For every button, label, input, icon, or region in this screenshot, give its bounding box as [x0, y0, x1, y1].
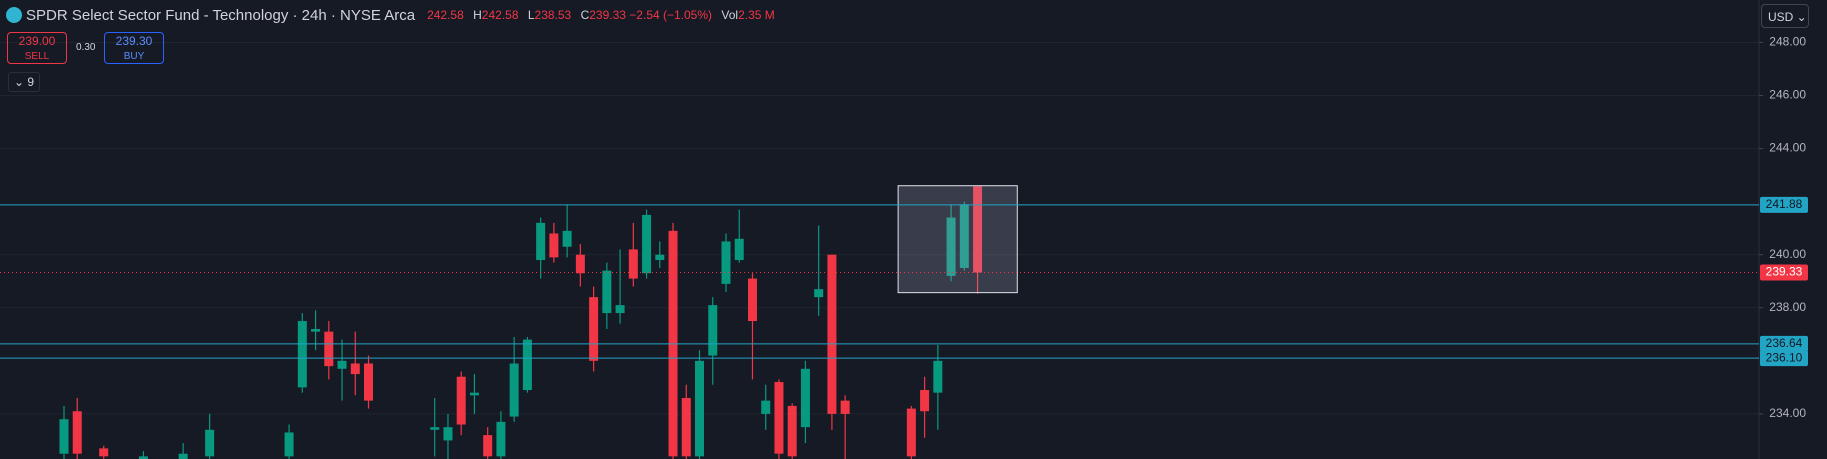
current-price-label: 239.33 [1766, 265, 1803, 279]
candle-body [655, 254, 665, 261]
candle-body [469, 392, 479, 396]
symbol-header[interactable]: SPDR Select Sector Fund - Technology · 2… [6, 4, 775, 26]
volume: 2.35 M [738, 8, 775, 22]
candle-body [906, 408, 916, 457]
price-line-label: 241.88 [1766, 197, 1803, 211]
candle-body [708, 305, 718, 356]
candle-body [642, 214, 652, 274]
candle-body [99, 448, 109, 457]
candle-body [562, 230, 572, 247]
y-tick-label: 246.00 [1769, 88, 1806, 102]
candle-body [509, 363, 519, 417]
candle-body [774, 382, 784, 454]
high-label: H [473, 8, 482, 22]
candle-body [72, 411, 82, 454]
candle-body [337, 360, 347, 369]
candle-body [840, 400, 850, 414]
candle-body [536, 222, 546, 261]
candle-body [205, 429, 215, 457]
buy-label: BUY [123, 51, 145, 62]
close-label: C [580, 8, 590, 22]
candle-body [946, 217, 956, 276]
candle-body [761, 400, 771, 414]
candle-body [602, 270, 612, 314]
price-line-tag [1760, 196, 1808, 213]
price-line-tag [1760, 350, 1808, 367]
candle-body [350, 363, 360, 375]
candle-body [695, 360, 705, 457]
candle-body [681, 397, 691, 457]
low-value: 238.53 [534, 8, 572, 22]
change: −2.54 (−1.05%) [629, 8, 713, 22]
y-tick-label: 240.00 [1769, 247, 1806, 261]
y-tick-label: 244.00 [1769, 141, 1806, 155]
candle-body [138, 456, 148, 459]
y-tick-label: 248.00 [1769, 35, 1806, 49]
candle-body [297, 321, 307, 388]
buy-button[interactable]: 239.30 BUY [104, 32, 164, 64]
candle-body [814, 289, 824, 298]
candle-body [522, 339, 532, 391]
low-label: L [527, 8, 535, 22]
sell-button[interactable]: 239.00 SELL [7, 32, 67, 64]
candle-body [496, 421, 506, 457]
currency-select[interactable]: USD ⌄ [1761, 4, 1809, 28]
candle-body [721, 241, 731, 284]
price-axis [1759, 0, 1827, 459]
candle-body [800, 368, 810, 428]
indicators-toggle[interactable]: ⌄ 9 [8, 72, 41, 92]
candle-body [615, 305, 625, 314]
candle-body [787, 405, 797, 457]
y-tick-label: 238.00 [1769, 300, 1806, 314]
candle-body [734, 238, 744, 261]
spread: 0.30 [76, 42, 96, 53]
candle-body [284, 432, 294, 457]
candle-body [920, 390, 930, 412]
candle-body [549, 233, 559, 258]
price-line-label: 236.10 [1766, 350, 1803, 364]
symbol-icon [6, 7, 22, 23]
candle-body [456, 376, 466, 425]
high-value: 242.58 [481, 8, 519, 22]
candle-body [430, 427, 440, 430]
indicator-count: 9 [27, 75, 35, 89]
candle-body [628, 249, 638, 279]
candle-body [589, 297, 599, 361]
candle-body [483, 435, 493, 457]
candle-body [747, 278, 757, 322]
candle-body [178, 453, 188, 459]
candle-body [973, 186, 983, 273]
highlight-box [897, 185, 1018, 294]
y-tick-label: 234.00 [1769, 406, 1806, 420]
candle-body [959, 204, 969, 268]
candle-body [364, 363, 374, 401]
ohlc-legend: 242.58 H242.58 L238.53 C239.33 −2.54 (−1… [427, 8, 775, 22]
candle-body [933, 360, 943, 393]
sell-label: SELL [24, 51, 50, 62]
candle-body [827, 254, 837, 414]
candle-body [59, 419, 69, 454]
current-price-tag [1760, 264, 1808, 281]
candle-body [311, 328, 321, 332]
open-value: 242.58 [427, 8, 464, 22]
volume-label: Vol [721, 8, 739, 22]
candle-body [324, 331, 334, 367]
symbol-name[interactable]: SPDR Select Sector Fund - Technology · 2… [26, 6, 416, 24]
buy-price: 239.30 [115, 34, 153, 48]
price-line-tag [1760, 335, 1808, 352]
price-line-label: 236.64 [1766, 336, 1803, 350]
close-value: 239.33 [589, 8, 626, 22]
currency: USD [1768, 10, 1794, 24]
sell-price: 239.00 [18, 34, 56, 48]
candle-body [443, 427, 453, 441]
candle-body [575, 254, 585, 274]
